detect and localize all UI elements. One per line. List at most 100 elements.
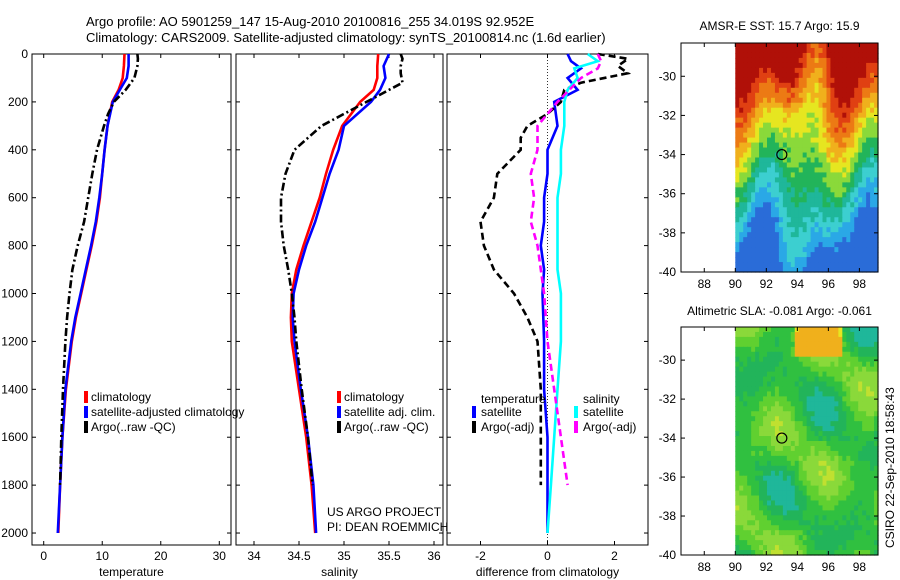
heatmap-cell xyxy=(822,500,828,507)
heatmap-cell xyxy=(743,331,748,338)
heatmap-cell xyxy=(774,441,780,447)
heatmap-cell xyxy=(838,147,843,154)
heatmap-cell xyxy=(774,97,780,104)
heatmap-cell xyxy=(794,122,800,129)
heatmap-cell xyxy=(846,416,851,422)
heatmap-cell xyxy=(826,117,832,124)
heatmap-cell xyxy=(767,102,772,109)
heatmap-cell xyxy=(846,485,851,492)
heatmap-cell xyxy=(870,480,875,487)
heatmap-cell xyxy=(854,252,859,258)
heatmap-cell xyxy=(755,252,760,258)
heatmap-cell xyxy=(810,401,816,407)
heatmap-cell xyxy=(755,227,760,233)
heatmap-cell xyxy=(826,97,832,104)
heatmap-cell xyxy=(838,436,843,442)
heatmap-cell xyxy=(874,351,879,358)
heatmap-cell xyxy=(755,182,760,188)
heatmap-cell xyxy=(826,406,832,412)
heatmap-cell xyxy=(870,197,875,203)
heatmap-cell xyxy=(798,470,804,477)
heatmap-cell xyxy=(782,67,788,74)
heatmap-cell xyxy=(798,177,804,183)
heatmap-cell xyxy=(842,505,847,511)
heatmap-cell xyxy=(802,540,808,546)
heatmap-cell xyxy=(759,182,764,188)
heatmap-cell xyxy=(770,475,776,482)
heatmap-cell xyxy=(759,540,764,546)
heatmap-cell xyxy=(770,545,776,551)
heatmap-cell xyxy=(786,421,792,427)
heatmap-cell xyxy=(846,376,851,383)
heatmap-cell xyxy=(818,122,824,129)
heatmap-cell xyxy=(767,470,772,477)
heatmap-cell xyxy=(838,396,843,402)
heatmap-cell xyxy=(739,381,744,388)
heatmap-cell xyxy=(862,72,867,79)
heatmap-cell xyxy=(794,222,800,228)
heatmap-cell xyxy=(767,500,772,507)
heatmap-cell xyxy=(838,267,843,273)
heatmap-cell xyxy=(838,62,843,69)
heatmap-cell xyxy=(874,92,879,99)
heatmap-cell xyxy=(830,142,835,149)
heatmap-cell xyxy=(770,182,776,188)
heatmap-cell xyxy=(763,162,768,169)
heatmap-cell xyxy=(858,445,863,452)
heatmap-cell xyxy=(743,137,748,144)
heatmap-cell xyxy=(842,530,847,536)
heatmap-cell xyxy=(747,361,752,368)
heatmap-cell xyxy=(782,82,788,89)
heatmap-cell xyxy=(790,411,796,417)
heatmap-cell xyxy=(790,421,796,427)
heatmap-cell xyxy=(763,117,768,124)
heatmap-cell xyxy=(822,252,828,258)
heatmap-cell xyxy=(755,137,760,144)
heatmap-cell xyxy=(818,117,824,124)
heatmap-cell xyxy=(810,97,816,104)
heatmap-cell xyxy=(794,127,800,134)
heatmap-cell xyxy=(850,152,855,159)
heatmap-cell xyxy=(786,450,792,457)
heatmap-cell xyxy=(870,445,875,452)
heatmap-cell xyxy=(751,361,756,368)
heatmap-cell xyxy=(814,122,820,129)
heatmap-cell xyxy=(818,361,824,368)
heatmap-cell xyxy=(767,550,772,556)
heatmap-cell xyxy=(770,485,776,492)
heatmap-cell xyxy=(770,247,776,253)
heatmap-cell xyxy=(751,376,756,383)
heatmap-cell xyxy=(767,177,772,183)
heatmap-cell xyxy=(786,525,792,531)
heatmap-cell xyxy=(818,62,824,69)
heatmap-cell xyxy=(782,421,788,427)
heatmap-cell xyxy=(763,127,768,134)
heatmap-cell xyxy=(822,102,828,109)
heatmap-cell xyxy=(846,391,851,397)
heatmap-cell xyxy=(822,107,828,114)
heatmap-cell xyxy=(830,341,835,348)
heatmap-cell xyxy=(846,530,851,536)
heatmap-cell xyxy=(814,52,820,59)
heatmap-cell xyxy=(743,122,748,129)
heatmap-cell xyxy=(751,490,756,497)
heatmap-cell xyxy=(846,386,851,393)
heatmap-cell xyxy=(862,252,867,258)
heatmap-cell xyxy=(814,172,820,179)
heatmap-cell xyxy=(854,371,859,378)
heatmap-cell xyxy=(759,386,764,393)
heatmap-cell xyxy=(747,381,752,388)
heatmap-cell xyxy=(858,142,863,149)
heatmap-cell xyxy=(759,207,764,213)
heatmap-cell xyxy=(794,421,800,427)
heatmap-cell xyxy=(846,162,851,169)
heatmap-cell xyxy=(822,127,828,134)
heatmap-cell xyxy=(826,445,832,452)
heatmap-cell xyxy=(822,545,828,551)
heatmap-cell xyxy=(751,445,756,452)
heatmap-cell xyxy=(755,361,760,368)
heatmap-cell xyxy=(862,450,867,457)
heatmap-cell xyxy=(747,421,752,427)
heatmap-cell xyxy=(854,122,859,129)
heatmap-cell xyxy=(830,535,835,541)
